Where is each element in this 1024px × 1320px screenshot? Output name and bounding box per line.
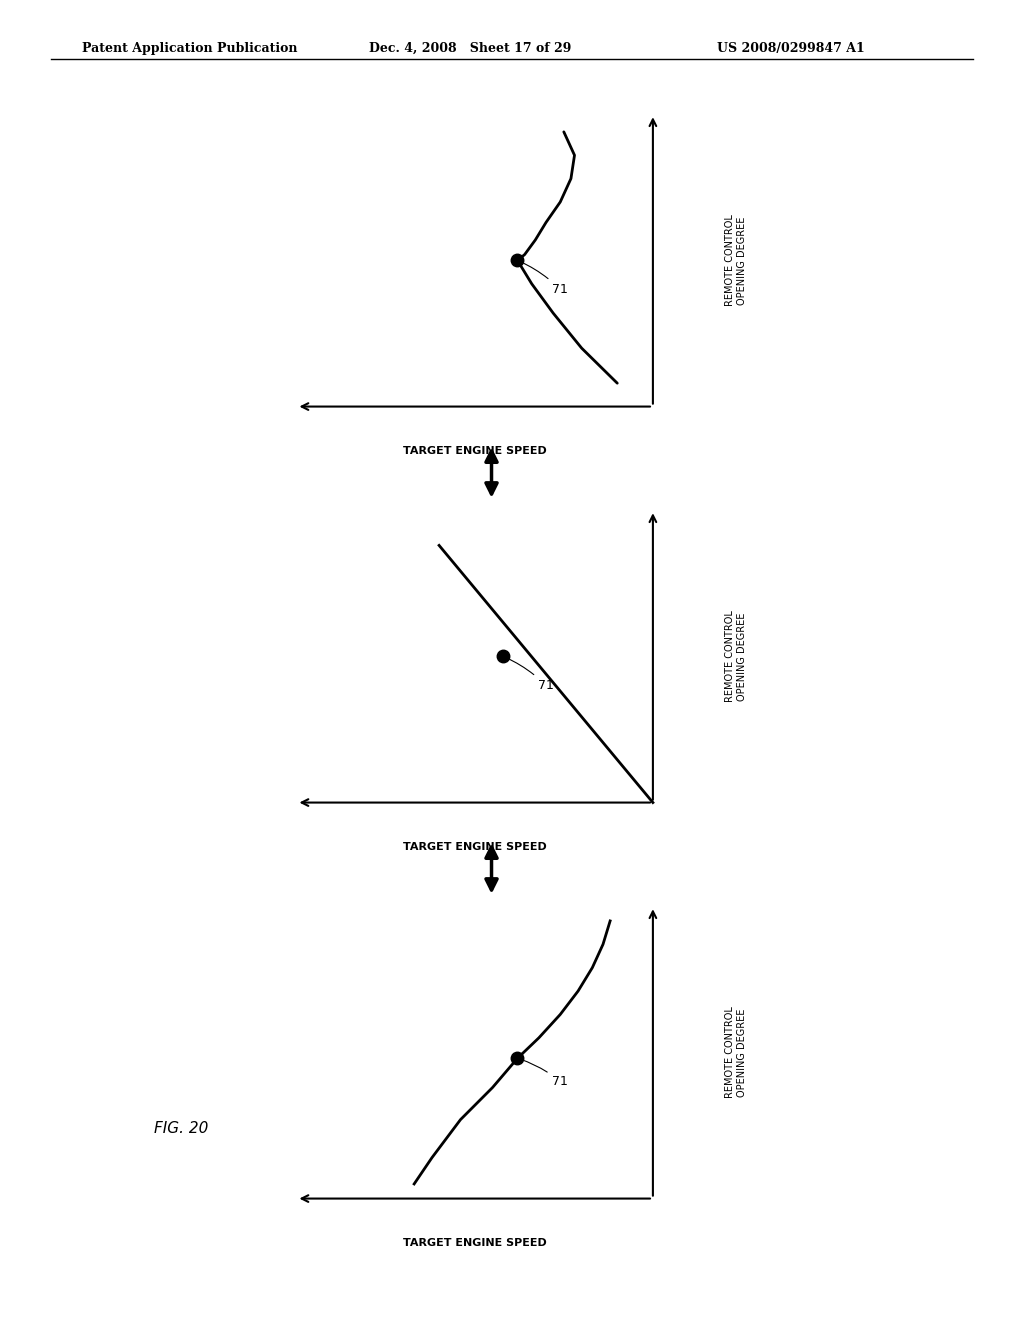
Text: REMOTE CONTROL
OPENING DEGREE: REMOTE CONTROL OPENING DEGREE — [725, 610, 748, 702]
Text: 71: 71 — [520, 261, 568, 296]
Text: TARGET ENGINE SPEED: TARGET ENGINE SPEED — [402, 446, 547, 455]
Text: 71: 71 — [520, 1059, 568, 1088]
Text: FIG. 20: FIG. 20 — [154, 1121, 208, 1137]
Text: 71: 71 — [506, 657, 554, 692]
Text: TARGET ENGINE SPEED: TARGET ENGINE SPEED — [402, 842, 547, 851]
Text: Patent Application Publication: Patent Application Publication — [82, 42, 297, 55]
Text: REMOTE CONTROL
OPENING DEGREE: REMOTE CONTROL OPENING DEGREE — [725, 1006, 748, 1098]
Text: Dec. 4, 2008   Sheet 17 of 29: Dec. 4, 2008 Sheet 17 of 29 — [369, 42, 571, 55]
Text: US 2008/0299847 A1: US 2008/0299847 A1 — [717, 42, 864, 55]
Text: REMOTE CONTROL
OPENING DEGREE: REMOTE CONTROL OPENING DEGREE — [725, 214, 748, 306]
Text: TARGET ENGINE SPEED: TARGET ENGINE SPEED — [402, 1238, 547, 1247]
